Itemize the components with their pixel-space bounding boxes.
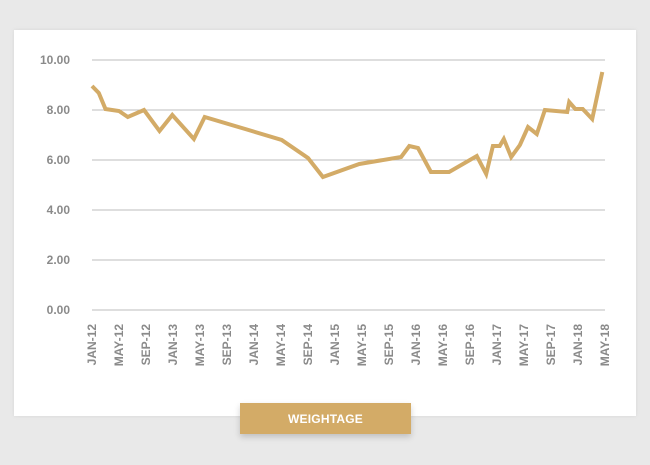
x-tick-label: SEP-17 <box>544 324 558 366</box>
x-tick-label: JAN-14 <box>247 324 261 366</box>
weightage-legend-button[interactable]: WEIGHTAGE <box>240 403 411 434</box>
y-tick-label: 6.00 <box>47 153 71 167</box>
x-tick-label: MAY-13 <box>193 324 207 367</box>
x-tick-label: JAN-13 <box>166 324 180 366</box>
x-tick-label: MAY-15 <box>355 324 369 367</box>
y-tick-label: 0.00 <box>47 303 71 317</box>
chart-card: 0.00 2.00 4.00 6.00 8.00 10.00 JAN-12 MAY-12 SEP… <box>14 30 636 416</box>
x-tick-label: SEP-12 <box>139 324 153 366</box>
y-tick-label: 2.00 <box>47 253 71 267</box>
y-tick-label: 4.00 <box>47 203 71 217</box>
x-tick-label: MAY-18 <box>598 324 612 367</box>
x-tick-label: SEP-14 <box>301 324 315 366</box>
x-tick-label: SEP-15 <box>382 324 396 366</box>
series-line-weightage <box>90 71 605 180</box>
x-tick-label: JAN-16 <box>409 324 423 366</box>
x-tick-label: MAY-14 <box>274 324 288 367</box>
x-tick-label: JAN-15 <box>328 324 342 366</box>
y-tick-label: 10.00 <box>40 53 70 67</box>
x-tick-label: JAN-17 <box>490 324 504 366</box>
y-tick-label: 8.00 <box>47 103 71 117</box>
x-tick-label: SEP-16 <box>463 324 477 366</box>
x-tick-label: MAY-17 <box>517 324 531 367</box>
line-chart: 0.00 2.00 4.00 6.00 8.00 10.00 JAN-12 MAY-12 SEP… <box>40 53 612 367</box>
x-tick-label: JAN-18 <box>571 324 585 366</box>
x-tick-label: SEP-13 <box>220 324 234 366</box>
x-tick-label: MAY-12 <box>112 324 126 367</box>
x-tick-label: JAN-12 <box>85 324 99 366</box>
x-tick-label: MAY-16 <box>436 324 450 367</box>
